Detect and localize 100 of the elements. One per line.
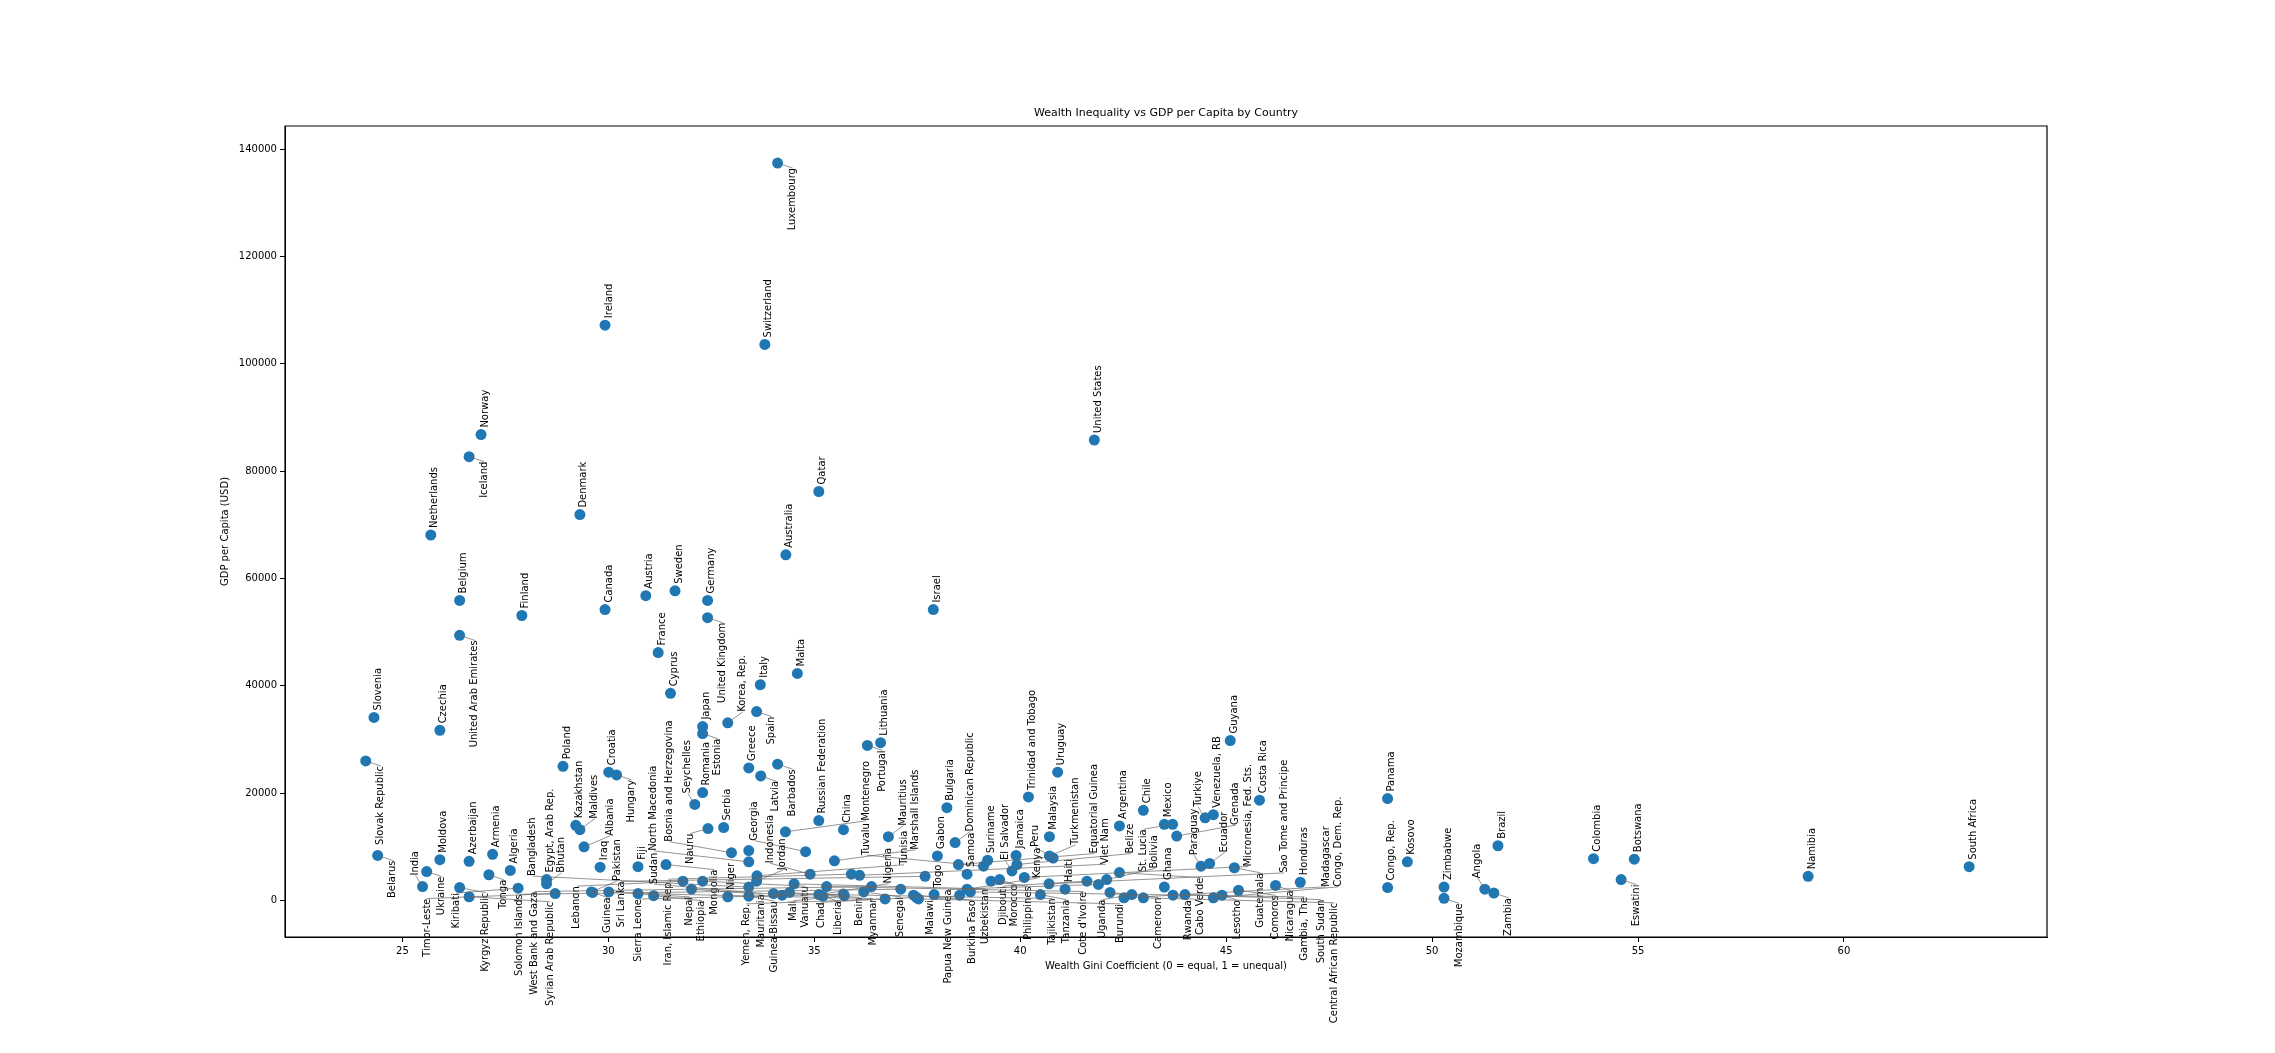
y-axis-title: GDP per Capita (USD) <box>218 476 230 587</box>
annotation: Belize <box>1124 823 1136 854</box>
annotation: Guyana <box>1227 694 1239 734</box>
annotation: Mexico <box>1161 782 1173 818</box>
annotation: United States <box>1091 365 1103 433</box>
annotation: Switzerland <box>762 279 774 338</box>
annotation: Senegal <box>894 896 906 938</box>
annotation: Togo <box>931 864 943 889</box>
annotation: Marshall Islands <box>909 769 921 850</box>
annotation: Guinea-Bissau <box>768 901 780 973</box>
annotation: Comoros <box>1269 895 1281 940</box>
annotation: India <box>409 851 421 876</box>
annotation: Trinidad and Tobago <box>1026 689 1038 791</box>
annotation: Bosnia and Herzegovina <box>663 720 675 842</box>
annotation: Tajikistan <box>1046 898 1058 946</box>
annotation: Mongolia <box>707 869 719 915</box>
y-tick-label: 0 <box>270 894 277 906</box>
annotation: Myanmar <box>866 897 878 946</box>
annotation: Iran, Islamic Rep. <box>661 879 673 966</box>
annotation: Liberia <box>831 901 843 936</box>
annotation: Samoa <box>964 832 976 868</box>
x-tick-label: 50 <box>1425 944 1439 956</box>
annotation: Finland <box>519 572 531 609</box>
annotation: Ecuador <box>1218 810 1230 853</box>
annotation: Tuvalu <box>860 823 872 857</box>
annotation: Gabon <box>935 816 946 849</box>
annotation: Canada <box>602 564 614 603</box>
annotation: Burkina Faso <box>966 900 978 964</box>
annotation: United Arab Emirates <box>468 640 480 748</box>
annotation: Bhutan <box>555 836 567 873</box>
x-tick-label: 35 <box>807 944 821 956</box>
annotation: Ireland <box>602 283 614 319</box>
annotation: Syrian Arab Republic <box>543 901 555 1006</box>
annotation: Grenada <box>1229 782 1241 826</box>
annotation: Suriname <box>985 805 997 854</box>
annotation: Argentina <box>1117 770 1129 819</box>
annotation: Angola <box>1471 843 1483 879</box>
annotation: Equatorial Guinea <box>1088 763 1100 854</box>
annotation: Sweden <box>672 544 684 584</box>
annotation: Korea, Rep. <box>736 654 748 712</box>
annotation: Japan <box>700 691 712 721</box>
annotation: Cyprus <box>668 651 680 687</box>
annotation: Nicaragua <box>1284 890 1296 942</box>
annotation: Portugal <box>875 750 887 792</box>
annotation: Qatar <box>816 455 828 485</box>
annotation: Turkiye <box>1191 771 1203 808</box>
annotation: Mauritius <box>896 779 908 826</box>
annotation: Congo, Dem. Rep. <box>1331 796 1343 887</box>
annotation: Croatia <box>606 729 618 766</box>
annotation: Colombia <box>1591 804 1603 852</box>
annotation: Estonia <box>711 738 723 776</box>
annotation: Uzbekistan <box>978 888 990 945</box>
annotation: Namibia <box>1805 827 1817 870</box>
annotation: Tunisia <box>897 830 909 866</box>
annotation: Iraq <box>597 840 609 861</box>
annotation: Russian Federation <box>816 718 828 814</box>
annotation: Luxembourg <box>786 168 798 231</box>
annotation: Netherlands <box>428 467 440 528</box>
annotation: Poland <box>560 725 572 760</box>
y-tick-label: 140000 <box>238 142 277 154</box>
annotation: Austria <box>643 553 655 589</box>
annotation: Haiti <box>1062 859 1074 883</box>
annotation: St. Lucia <box>1137 829 1149 873</box>
x-tick-label: 60 <box>1837 944 1851 956</box>
annotation: Guatemala <box>1253 872 1265 928</box>
annotation: Zimbabwe <box>1441 827 1453 881</box>
annotation: Zambia <box>1502 897 1514 936</box>
annotation: Germany <box>705 547 717 594</box>
annotation: Mozambique <box>1452 903 1464 968</box>
annotation: Djibouti <box>996 886 1008 925</box>
annotation: Hungary <box>625 779 637 823</box>
annotation: Mali <box>786 900 798 921</box>
annotation: Spain <box>765 716 777 745</box>
annotation: Jordan <box>776 838 788 872</box>
annotation: Armenia <box>490 805 502 848</box>
annotation: Bangladesh <box>526 817 538 877</box>
x-tick-label: 55 <box>1631 944 1645 956</box>
annotation: Greece <box>746 725 758 761</box>
annotation: Uganda <box>1096 899 1108 939</box>
annotation: China <box>841 794 853 823</box>
y-tick-label: 20000 <box>245 786 277 798</box>
annotation: Lebanon <box>570 886 582 930</box>
annotation: Panama <box>1385 751 1397 792</box>
annotation: Lesotho <box>1230 900 1242 940</box>
annotation: Sudan <box>647 852 659 885</box>
annotation: Fiji <box>635 846 647 860</box>
annotation: Chad <box>815 902 826 929</box>
annotation: South Sudan <box>1314 899 1326 964</box>
annotation: Belarus <box>386 860 398 898</box>
annotation: Rwanda <box>1181 900 1193 941</box>
annotation: Indonesia <box>763 814 775 864</box>
annotation: Kyrgyz Republic <box>479 892 491 972</box>
annotation: Jamaica <box>1013 809 1025 850</box>
annotation: Malaysia <box>1047 785 1059 830</box>
annotation: Moldova <box>437 810 449 853</box>
annotation: Gambia, The <box>1297 896 1309 961</box>
chart-title: Wealth Inequality vs GDP per Capita by Country <box>1033 106 1299 120</box>
annotation: Chile <box>1140 778 1152 804</box>
annotation: Czechia <box>437 684 449 724</box>
annotation: Kazakhstan <box>573 760 585 819</box>
